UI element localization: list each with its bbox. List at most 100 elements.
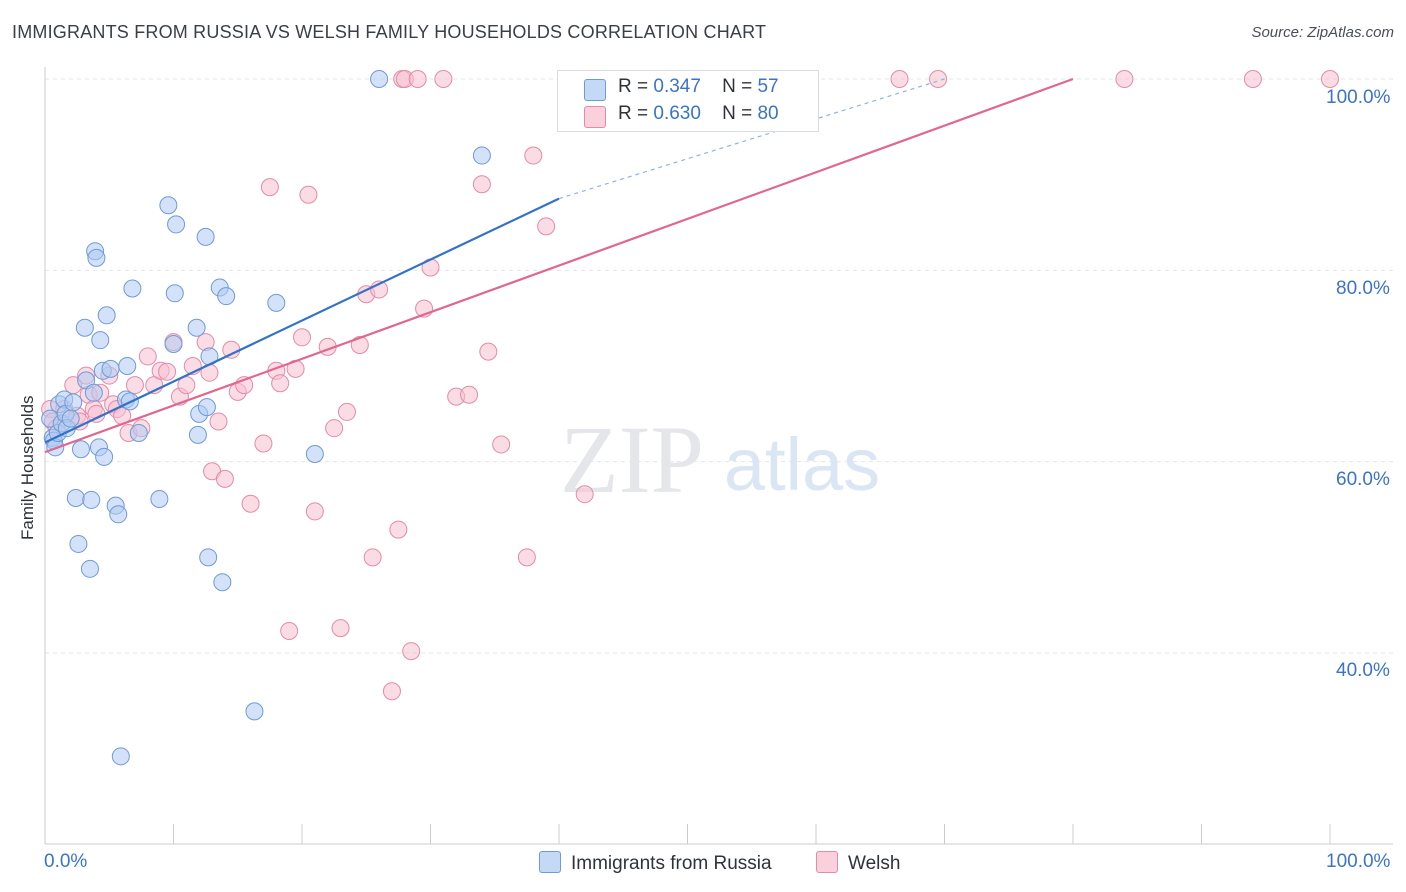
bottom-legend-label-russia: Immigrants from Russia bbox=[571, 853, 772, 874]
welsh-point bbox=[222, 340, 241, 359]
bottom-legend-welsh: Welsh bbox=[816, 851, 900, 875]
russia-point bbox=[159, 196, 178, 215]
welsh-point bbox=[254, 434, 273, 453]
grid-lines bbox=[45, 78, 1393, 654]
russia-trend-extension bbox=[558, 78, 945, 200]
legend-n-label: N = bbox=[722, 103, 753, 124]
welsh-point bbox=[241, 494, 260, 513]
welsh-point bbox=[350, 335, 369, 354]
russia-point bbox=[164, 334, 183, 353]
welsh-point bbox=[1243, 70, 1262, 88]
russia-point bbox=[109, 505, 128, 524]
welsh-point bbox=[890, 70, 909, 88]
y-tick-label-60: 60.0% bbox=[1336, 469, 1390, 490]
russia-point bbox=[188, 425, 207, 444]
y-tick-label-100: 100.0% bbox=[1326, 87, 1391, 108]
welsh-point bbox=[363, 548, 382, 567]
y-tick-label-80: 80.0% bbox=[1336, 278, 1390, 299]
watermark: ZIP atlas bbox=[560, 406, 880, 513]
welsh-point bbox=[1321, 70, 1339, 88]
welsh-point bbox=[575, 485, 594, 504]
y-tick-label-40: 40.0% bbox=[1336, 660, 1390, 681]
x-tick-label-0: 0.0% bbox=[44, 851, 88, 872]
russia-point bbox=[118, 357, 137, 375]
welsh-point bbox=[158, 362, 177, 381]
welsh-point bbox=[460, 385, 479, 404]
legend-r-label: R = bbox=[618, 103, 649, 124]
welsh-point bbox=[517, 548, 536, 567]
bottom-legend-russia: Immigrants from Russia bbox=[539, 851, 772, 875]
welsh-point bbox=[402, 642, 421, 661]
welsh-point bbox=[434, 70, 453, 88]
russia-point bbox=[245, 702, 264, 721]
welsh-point bbox=[337, 402, 356, 421]
russia-point bbox=[199, 548, 218, 567]
welsh-point bbox=[125, 376, 144, 395]
russia-point bbox=[111, 747, 130, 766]
welsh-point bbox=[209, 412, 228, 431]
welsh-point bbox=[325, 419, 344, 438]
russia-point bbox=[71, 440, 90, 459]
russia-point bbox=[472, 146, 491, 165]
welsh-point bbox=[331, 619, 350, 638]
welsh-point bbox=[138, 347, 157, 366]
welsh-point bbox=[408, 70, 427, 88]
watermark-atlas: atlas bbox=[724, 423, 880, 506]
welsh-point bbox=[382, 682, 401, 701]
russia-point bbox=[129, 423, 148, 442]
bottom-legend-swatch-welsh bbox=[816, 851, 838, 873]
welsh-point bbox=[280, 621, 299, 640]
welsh-point bbox=[479, 342, 498, 361]
welsh-point bbox=[271, 374, 290, 393]
legend-n-label: N = bbox=[722, 76, 753, 97]
welsh-point bbox=[1115, 70, 1134, 88]
welsh-point bbox=[524, 146, 543, 165]
russia-point bbox=[66, 489, 85, 508]
russia-point bbox=[87, 248, 106, 267]
source-label: Source: ZipAtlas.com bbox=[1251, 24, 1394, 41]
russia-trend-line bbox=[44, 197, 560, 444]
welsh-point bbox=[537, 217, 556, 236]
russia-point bbox=[84, 383, 103, 402]
welsh-point bbox=[472, 175, 491, 194]
russia-point bbox=[80, 559, 99, 578]
russia-point bbox=[61, 409, 80, 428]
welsh-point bbox=[260, 178, 279, 197]
russia-point bbox=[101, 359, 120, 378]
legend-swatch-russia bbox=[584, 79, 606, 101]
legend-n-value: 80 bbox=[757, 103, 779, 124]
welsh-point bbox=[299, 185, 318, 204]
legend-r-label: R = bbox=[618, 76, 649, 97]
russia-point bbox=[187, 318, 206, 337]
trend-lines bbox=[44, 77, 1074, 454]
russia-point bbox=[370, 70, 389, 88]
russia-point bbox=[196, 227, 215, 246]
russia-point bbox=[165, 284, 184, 303]
welsh-point bbox=[389, 520, 408, 539]
russia-point bbox=[75, 318, 94, 337]
welsh-point bbox=[929, 70, 948, 88]
y-axis-label: Family Households bbox=[18, 395, 37, 540]
legend-swatch-welsh bbox=[584, 106, 606, 128]
welsh-point bbox=[215, 469, 234, 488]
russia-point bbox=[69, 534, 88, 553]
legend-r-value: 0.630 bbox=[653, 103, 701, 124]
russia-point bbox=[91, 331, 110, 350]
x-tick-label-100: 100.0% bbox=[1326, 851, 1391, 872]
russia-point bbox=[167, 215, 186, 234]
russia-point bbox=[64, 393, 83, 412]
bottom-legend-swatch-russia bbox=[539, 851, 561, 873]
welsh-point bbox=[293, 328, 311, 347]
russia-point bbox=[123, 279, 142, 298]
welsh-trend-line bbox=[44, 77, 1074, 454]
russia-point bbox=[95, 447, 114, 466]
russia-point bbox=[197, 398, 216, 417]
welsh-points bbox=[41, 70, 1339, 701]
axes bbox=[44, 67, 1393, 845]
legend-n-value: 57 bbox=[757, 76, 779, 97]
russia-point bbox=[97, 306, 116, 325]
bottom-legend-label-welsh: Welsh bbox=[848, 853, 901, 874]
russia-point bbox=[82, 490, 101, 509]
russia-point bbox=[213, 573, 232, 592]
